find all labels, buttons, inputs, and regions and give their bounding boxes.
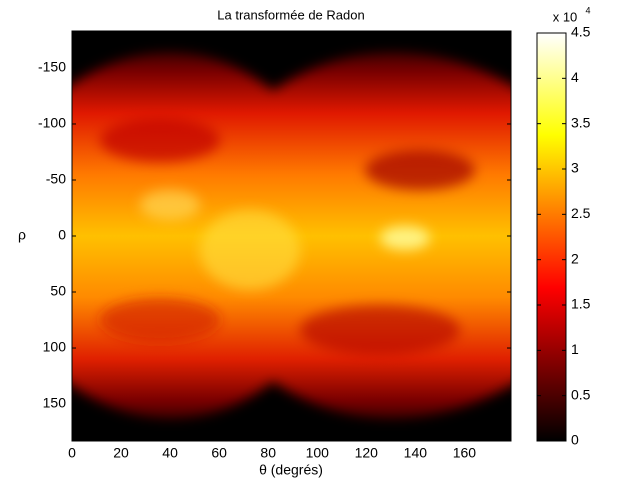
- y-tick-label: -50: [46, 171, 66, 187]
- colorbar-tick-label: 1: [571, 341, 579, 357]
- x-tick-label: 20: [113, 445, 129, 461]
- colorbar-tick-label: 0.5: [571, 386, 591, 402]
- x-tick-label: 140: [404, 445, 428, 461]
- y-tick-label: -100: [38, 115, 66, 131]
- colorbar-tick-label: 4.5: [571, 24, 591, 40]
- colorbar: [536, 32, 567, 442]
- colorbar-tick-label: 2: [571, 250, 579, 266]
- x-axis-label: θ (degrés): [259, 462, 323, 478]
- colorbar-exponent: 4: [585, 5, 590, 15]
- colorbar-tick-label: 2.5: [571, 205, 591, 221]
- colorbar-tick-label: 0: [571, 432, 579, 448]
- y-axis-label: ρ: [18, 227, 26, 243]
- x-tick-label: 40: [162, 445, 178, 461]
- y-tick-label: -150: [38, 59, 66, 75]
- colorbar-tick-label: 4: [571, 69, 579, 85]
- y-tick-label: 150: [43, 395, 67, 411]
- x-tick-label: 100: [306, 445, 330, 461]
- colorbar-multiplier: x 10: [553, 9, 578, 24]
- y-tick-label: 0: [58, 227, 66, 243]
- y-tick-label: 100: [43, 339, 67, 355]
- heatmap-image: [72, 31, 511, 441]
- y-tick-label: 50: [50, 283, 66, 299]
- x-tick-label: 60: [211, 445, 227, 461]
- x-tick-label: 120: [355, 445, 379, 461]
- colorbar-tick-label: 1.5: [571, 296, 591, 312]
- x-tick-label: 80: [260, 445, 276, 461]
- x-tick-label: 0: [68, 445, 76, 461]
- chart-title: La transformée de Radon: [217, 7, 364, 22]
- colorbar-tick-label: 3: [571, 160, 579, 176]
- x-tick-label: 160: [453, 445, 477, 461]
- colorbar-tick-label: 3.5: [571, 114, 591, 130]
